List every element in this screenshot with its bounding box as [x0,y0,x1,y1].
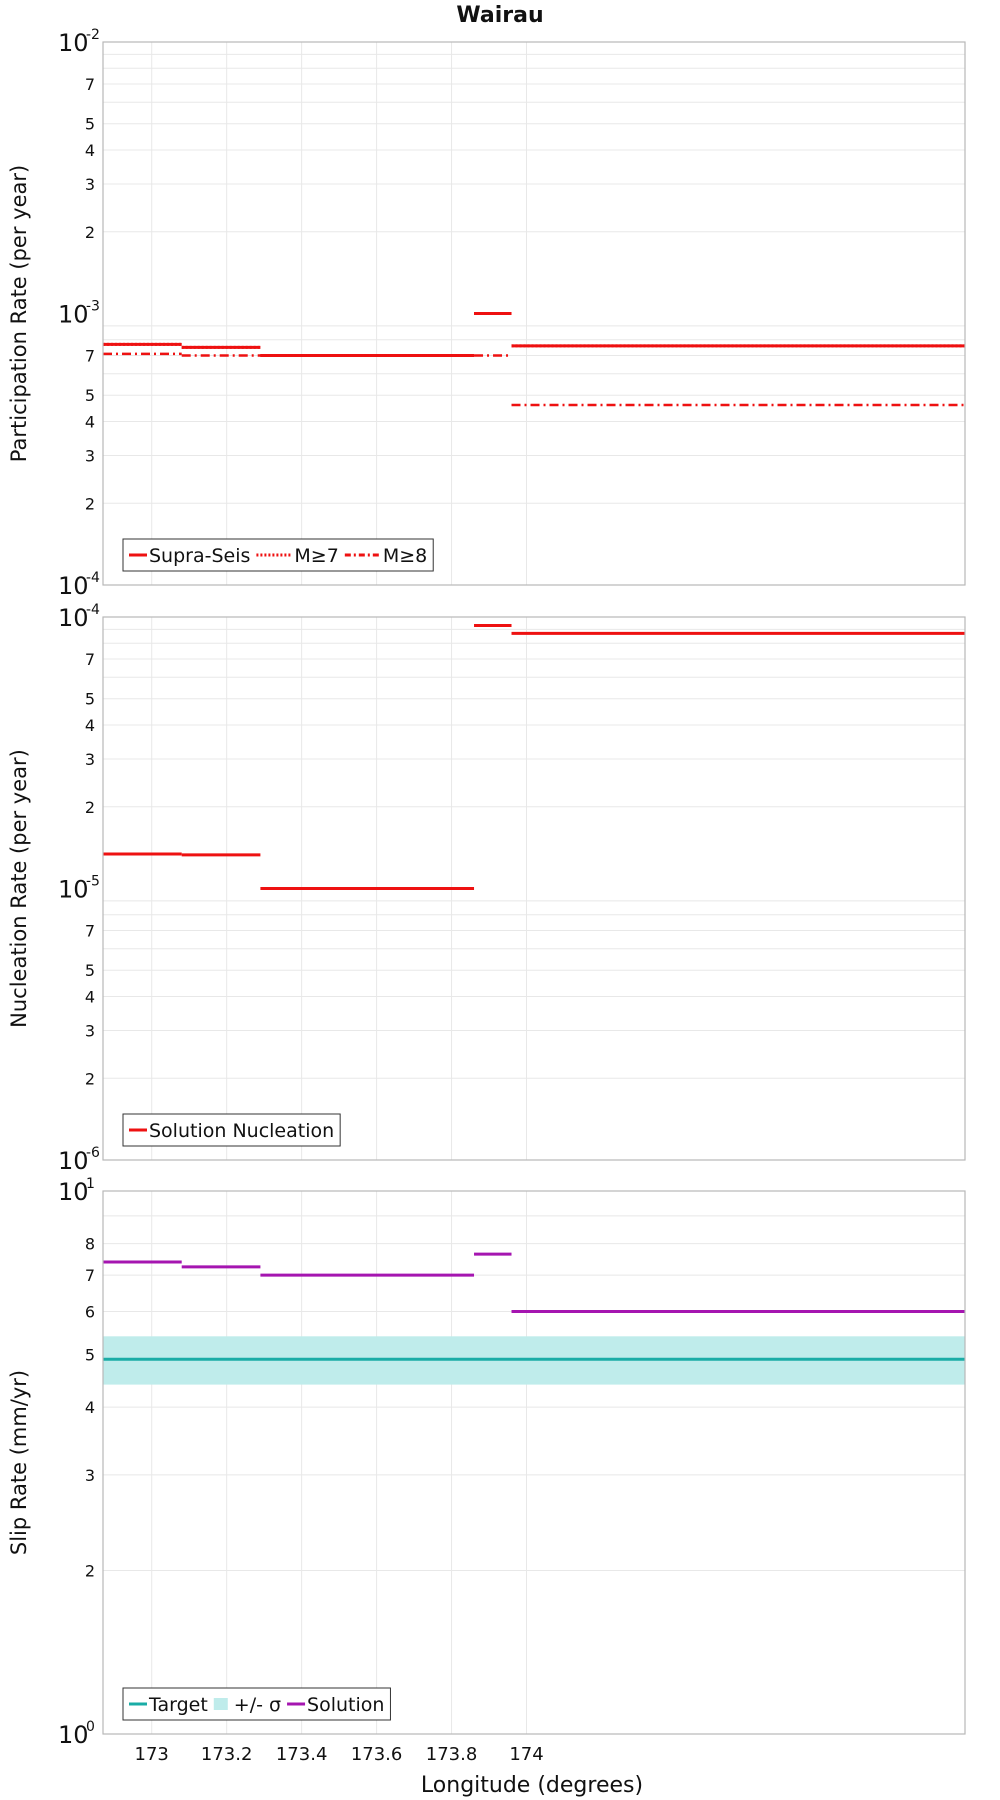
y-major-tick-base: 10 [58,29,89,57]
legend-box [122,1687,391,1721]
y-tick-label: 4 [85,1398,95,1417]
y-major-tick-exponent: -4 [86,570,100,586]
y-major-tick-exponent: -6 [86,1145,100,1161]
legend-entry: Solution [307,1694,384,1716]
y-tick-label: 5 [85,386,95,405]
y-tick-label: 5 [85,961,95,980]
y-tick-label: 2 [85,1069,95,1088]
y-tick-label: 3 [85,175,95,194]
y-major-tick-base: 10 [58,572,89,600]
y-major-tick-label: 10-2 [58,27,100,57]
plot-area [103,1191,965,1734]
y-major-tick-exponent: -5 [86,874,100,890]
y-tick-label: 7 [85,922,95,941]
y-tick-label: 4 [85,413,95,432]
y-tick-label: 7 [85,347,95,366]
y-tick-label: 2 [85,494,95,513]
y-major-tick-base: 10 [58,604,89,632]
legend-entry: Target [148,1694,208,1716]
y-axis-label: Slip Rate (mm/yr) [7,1370,31,1555]
y-axis-label: Nucleation Rate (per year) [7,749,31,1028]
y-tick-label: 3 [85,1466,95,1485]
plot-area [103,617,965,1160]
y-tick-label: 5 [85,690,95,709]
y-major-tick-label: 101 [58,1176,95,1206]
y-tick-label: 4 [85,988,95,1007]
x-tick-label: 173.2 [201,1744,253,1765]
y-major-tick-label: 10-5 [58,874,100,904]
y-tick-label: 2 [85,798,95,817]
legend: Solution Nucleation [122,1113,341,1147]
x-axis-label: Longitude (degrees) [421,1773,643,1798]
y-major-tick-exponent: 0 [86,1719,95,1735]
legend-entry: Supra-Seis [149,545,250,567]
y-major-tick-label: 10-4 [58,570,100,600]
y-major-tick-exponent: -3 [86,299,100,315]
y-tick-label: 5 [85,115,95,134]
y-major-tick-base: 10 [58,1147,89,1175]
y-axis-label: Participation Rate (per year) [7,165,31,462]
y-tick-label: 7 [85,75,95,94]
plot-frame [102,41,966,586]
y-major-tick-exponent: 1 [86,1176,95,1192]
x-tick-label: 173.4 [276,1744,328,1765]
y-major-tick-base: 10 [58,1178,89,1206]
legend-entry: +/- σ [234,1694,281,1716]
x-tick-label: 173.8 [426,1744,478,1765]
chart-title: Wairau [456,3,543,28]
y-tick-label: 3 [85,1021,95,1040]
plot-frame [102,616,966,1161]
y-tick-label: 2 [85,1562,95,1581]
y-tick-label: 2 [85,223,95,242]
legend-box [122,1113,341,1147]
legend-entry: M≥8 [383,545,427,567]
plot-frame [102,1190,966,1735]
y-tick-label: 8 [85,1235,95,1254]
x-tick-label: 173 [135,1744,169,1765]
x-tick-label: 174 [509,1744,543,1765]
y-major-tick-exponent: -2 [86,27,100,43]
y-tick-label: 6 [85,1302,95,1321]
y-tick-label: 5 [85,1345,95,1364]
y-tick-label: 3 [85,446,95,465]
y-major-tick-base: 10 [58,876,89,904]
y-major-tick-exponent: -4 [86,602,100,618]
y-tick-label: 4 [85,716,95,735]
y-major-tick-label: 10-6 [58,1145,100,1175]
y-major-tick-label: 10-3 [58,299,100,329]
y-major-tick-base: 10 [58,301,89,329]
y-tick-label: 4 [85,141,95,160]
y-major-tick-label: 10-4 [58,602,100,632]
y-major-tick-base: 10 [58,1721,89,1749]
plot-area [103,42,965,585]
legend: Target +/- σ Solution [122,1687,391,1721]
y-tick-label: 3 [85,750,95,769]
y-major-tick-label: 100 [58,1719,95,1749]
y-tick-label: 7 [85,650,95,669]
y-tick-label: 7 [85,1266,95,1285]
legend-swatch-band [213,1698,228,1710]
x-tick-label: 173.6 [351,1744,403,1765]
legend-entry: M≥7 [294,545,338,567]
legend: Supra-Seis M≥7 M≥8 [122,538,434,572]
legend-entry: Solution Nucleation [149,1120,334,1142]
